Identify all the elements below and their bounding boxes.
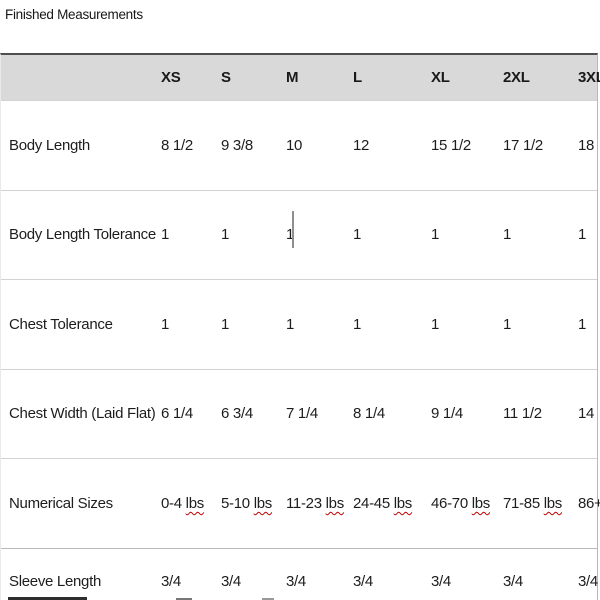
cell[interactable]: 18 <box>578 136 595 154</box>
cell[interactable]: 14 <box>578 405 595 423</box>
cell-value: 46-70 <box>431 494 472 512</box>
cell[interactable]: 1 <box>353 315 362 333</box>
cell[interactable]: 1 <box>286 315 295 333</box>
table-row: Body Length 8 1/2 9 3/8 10 12 15 1/2 17 1/2 18 <box>1 100 597 190</box>
cell[interactable]: 1 <box>353 226 362 244</box>
misspelled-word: lbs <box>543 494 563 512</box>
row-label[interactable]: Numerical Sizes <box>9 494 113 512</box>
clipped-next-row-mark <box>262 598 274 600</box>
clipped-next-row-mark <box>8 597 87 600</box>
cell[interactable]: 1 <box>503 226 512 244</box>
cell[interactable]: 1 <box>431 226 440 244</box>
column-header-xs[interactable]: XS <box>161 69 181 86</box>
column-header-m[interactable]: M <box>286 69 299 86</box>
column-header-l[interactable]: L <box>353 69 362 86</box>
row-label[interactable]: Body Length Tolerance <box>9 226 156 244</box>
misspelled-word: lbs <box>325 494 345 512</box>
text-cursor <box>292 211 294 248</box>
cell[interactable]: 6 1/4 <box>161 405 193 423</box>
cell-value: 0-4 <box>161 494 186 512</box>
cell[interactable]: 3/4 <box>161 572 181 590</box>
column-header-xl[interactable]: XL <box>431 69 450 86</box>
misspelled-word: lbs <box>185 494 205 512</box>
cell[interactable]: 3/4 <box>286 572 306 590</box>
cell[interactable]: 1 <box>221 226 230 244</box>
cell[interactable]: 6 3/4 <box>221 405 253 423</box>
cell-value: 71-85 <box>503 494 544 512</box>
misspelled-word: lbs <box>471 494 491 512</box>
cell[interactable]: 1 <box>503 315 512 333</box>
column-header-3xl[interactable]: 3XL <box>578 69 600 86</box>
cell[interactable]: 17 1/2 <box>503 136 543 154</box>
measurements-table: XS S M L XL 2XL 3XL Body Length 8 1/2 9 3/8 10 12 1… <box>0 53 600 600</box>
table-row: Chest Width (Laid Flat) 6 1/4 6 3/4 7 1/4 8 … <box>1 368 597 459</box>
cell[interactable]: 1 <box>578 226 587 244</box>
cell[interactable]: 12 <box>353 136 370 154</box>
table-row: Chest Tolerance 1 1 1 1 1 1 1 <box>1 279 597 369</box>
cell-value: 24-45 <box>353 494 394 512</box>
cell[interactable]: 10 <box>286 136 303 154</box>
cell[interactable]: 71-85 lbs <box>501 495 576 512</box>
cell[interactable]: 9 1/4 <box>431 405 463 423</box>
cell[interactable]: 1 <box>221 315 230 333</box>
cell[interactable]: 1 <box>286 226 295 244</box>
cell[interactable]: 3/4 <box>431 572 451 590</box>
page-title: Finished Measurements <box>5 7 143 22</box>
table-header-row: XS S M L XL 2XL 3XL <box>1 55 600 100</box>
row-label[interactable]: Sleeve Length <box>9 572 102 590</box>
cell[interactable]: 1 <box>578 315 587 333</box>
column-header-2xl[interactable]: 2XL <box>503 69 530 86</box>
row-label[interactable]: Body Length <box>9 136 90 154</box>
cell[interactable]: 15 1/2 <box>431 136 471 154</box>
cell[interactable]: 3/4 <box>578 572 598 590</box>
cell-value: 5-10 <box>221 494 254 512</box>
cell[interactable]: 86+ <box>578 494 600 512</box>
misspelled-word: lbs <box>253 494 273 512</box>
cell[interactable]: 46-70 lbs <box>429 495 501 512</box>
cell[interactable]: 11 1/2 <box>503 405 542 423</box>
cell[interactable]: 3/4 <box>503 572 523 590</box>
cell[interactable]: 0-4 lbs <box>159 495 219 512</box>
table-row: Body Length Tolerance 1 1 1 1 1 1 1 <box>1 189 597 280</box>
cell[interactable]: 3/4 <box>221 572 241 590</box>
cell[interactable]: 11-23 lbs <box>284 495 351 512</box>
cell-value: 11-23 <box>286 494 326 512</box>
cell[interactable]: 1 <box>161 226 170 244</box>
column-header-s[interactable]: S <box>221 69 231 86</box>
cell[interactable]: 24-45 lbs <box>351 495 429 512</box>
table-row: Sleeve Length 3/4 3/4 3/4 3/4 3/4 3/4 3/4 <box>1 547 598 600</box>
cell[interactable]: 7 1/4 <box>286 405 318 423</box>
cell[interactable]: 1 <box>431 315 440 333</box>
table-row: Numerical Sizes 0-4 lbs 5-10 lbs 11-23 lbs 2… <box>1 458 600 548</box>
cell[interactable]: 8 1/4 <box>353 405 385 423</box>
misspelled-word: lbs <box>393 494 413 512</box>
row-label[interactable]: Chest Width (Laid Flat) <box>9 405 156 423</box>
cell[interactable]: 3/4 <box>353 572 373 590</box>
clipped-next-row-mark <box>176 598 192 600</box>
cell[interactable]: 9 3/8 <box>221 136 253 154</box>
cell[interactable]: 8 1/2 <box>161 136 193 154</box>
cell[interactable]: 5-10 lbs <box>219 495 284 512</box>
row-label[interactable]: Chest Tolerance <box>9 315 113 333</box>
cell[interactable]: 1 <box>161 315 170 333</box>
